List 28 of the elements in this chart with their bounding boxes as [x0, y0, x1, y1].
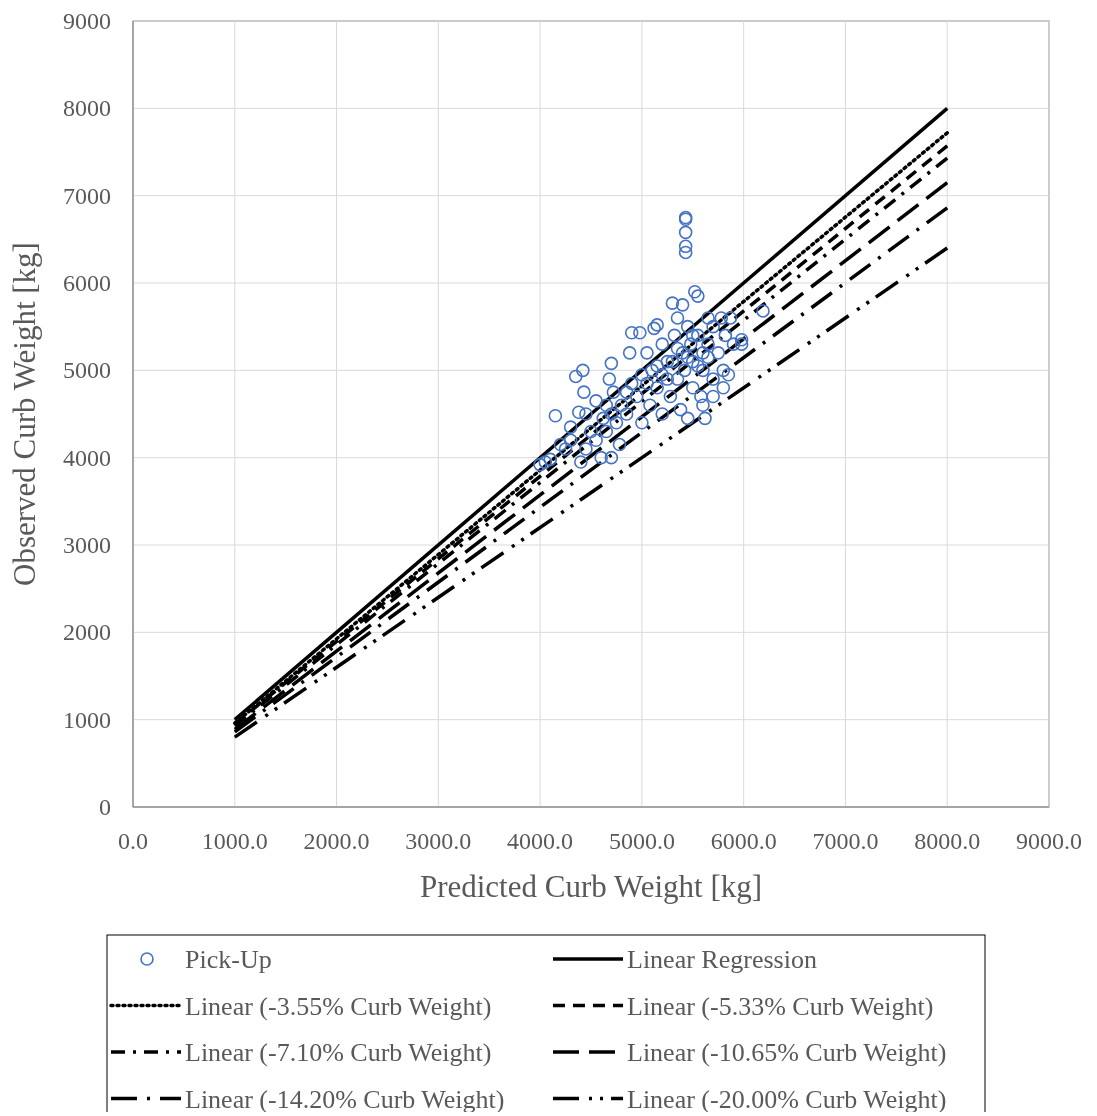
x-axis-title: Predicted Curb Weight [kg] [419, 869, 763, 904]
x-tick-label: 4000.0 [507, 828, 574, 854]
x-tick-label: 6000.0 [710, 828, 777, 854]
y-tick-label: 1000 [63, 706, 111, 733]
x-tick-label: 9000.0 [1016, 828, 1082, 854]
y-tick-label: 2000 [63, 619, 111, 646]
y-tick-label: 6000 [63, 270, 111, 296]
y-tick-label: 7000 [63, 182, 111, 209]
legend-label: Linear (-5.33% Curb Weight) [627, 991, 934, 1021]
legend-label: Linear Regression [627, 945, 817, 974]
y-tick-label: 0 [99, 794, 111, 820]
legend-label: Linear (-7.10% Curb Weight) [185, 1038, 492, 1067]
legend-label: Linear (-10.65% Curb Weight) [627, 1038, 947, 1067]
y-tick-label: 5000 [63, 357, 111, 384]
y-tick-label: 9000 [63, 8, 111, 34]
y-tick-label: 4000 [63, 444, 111, 471]
x-tick-label: 5000.0 [608, 828, 675, 854]
x-tick-label: 2000.0 [303, 828, 370, 854]
legend-label: Linear (-3.55% Curb Weight) [185, 991, 492, 1021]
x-tick-label: 3000.0 [405, 828, 472, 854]
y-tick-label: 8000 [63, 95, 111, 122]
y-axis-title: Observed Curb Weight [kg] [7, 242, 42, 586]
x-tick-label: 7000.0 [812, 828, 879, 854]
legend-label: Pick-Up [185, 945, 272, 974]
y-tick-label: 3000 [63, 532, 111, 558]
x-tick-label: 0.0 [118, 828, 148, 854]
x-tick-label: 1000.0 [201, 828, 268, 854]
x-tick-label: 8000.0 [914, 828, 981, 854]
